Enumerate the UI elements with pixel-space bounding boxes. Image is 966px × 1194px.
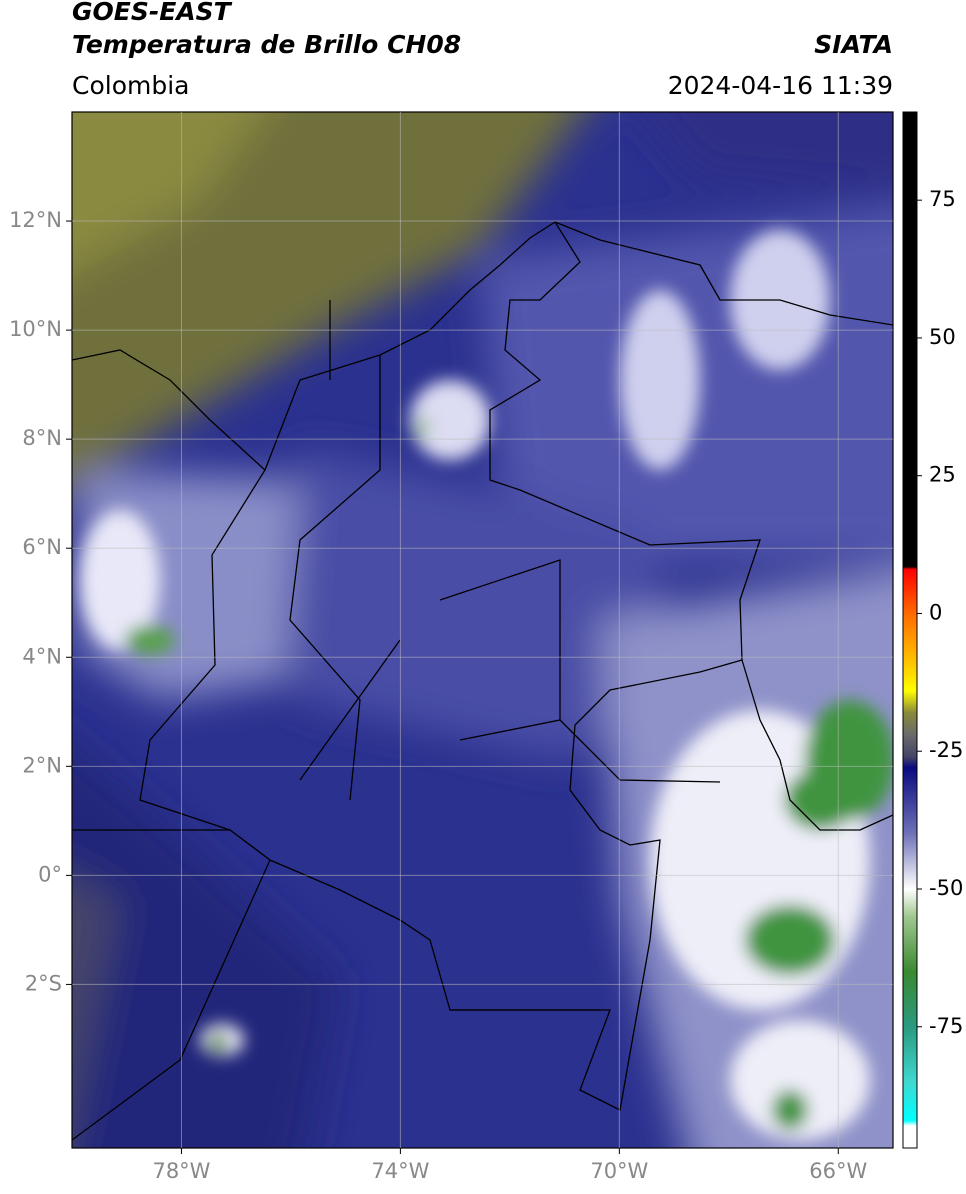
- colorbar-tick-label: -75: [929, 1014, 963, 1038]
- y-tick-label: 10°N: [9, 317, 62, 341]
- colorbar-tick-label: -25: [929, 738, 963, 762]
- satellite-image: [72, 112, 893, 1148]
- colorbar-tick-label: 25: [929, 463, 956, 487]
- y-tick-label: 4°N: [22, 644, 62, 668]
- y-tick-label: 2°N: [22, 753, 62, 777]
- region: Colombia: [72, 71, 189, 100]
- x-tick-label: 78°W: [152, 1159, 210, 1183]
- y-tick-label: 6°N: [22, 535, 62, 559]
- colorbar: [902, 111, 918, 1149]
- colorbar-tick-label: 75: [929, 187, 956, 211]
- map-frame: [71, 111, 894, 1149]
- y-tick-label: 12°N: [9, 208, 62, 232]
- colorbar-tick-label: -50: [929, 876, 963, 900]
- x-tick-label: 74°W: [371, 1159, 429, 1183]
- datetime: 2024-04-16 11:39: [668, 71, 893, 100]
- title: GOES-EAST: [72, 0, 233, 26]
- x-tick-label: 70°W: [590, 1159, 648, 1183]
- y-tick-label: 2°S: [25, 971, 62, 995]
- subtitle: Temperatura de Brillo CH08: [72, 30, 461, 59]
- borders: [72, 221, 893, 1141]
- y-tick-label: 0°: [38, 862, 62, 886]
- colorbar-tick-label: 0: [929, 600, 942, 624]
- source: SIATA: [814, 30, 893, 59]
- y-tick-label: 8°N: [22, 426, 62, 450]
- colorbar-tick-label: 50: [929, 325, 956, 349]
- x-tick-label: 66°W: [809, 1159, 867, 1183]
